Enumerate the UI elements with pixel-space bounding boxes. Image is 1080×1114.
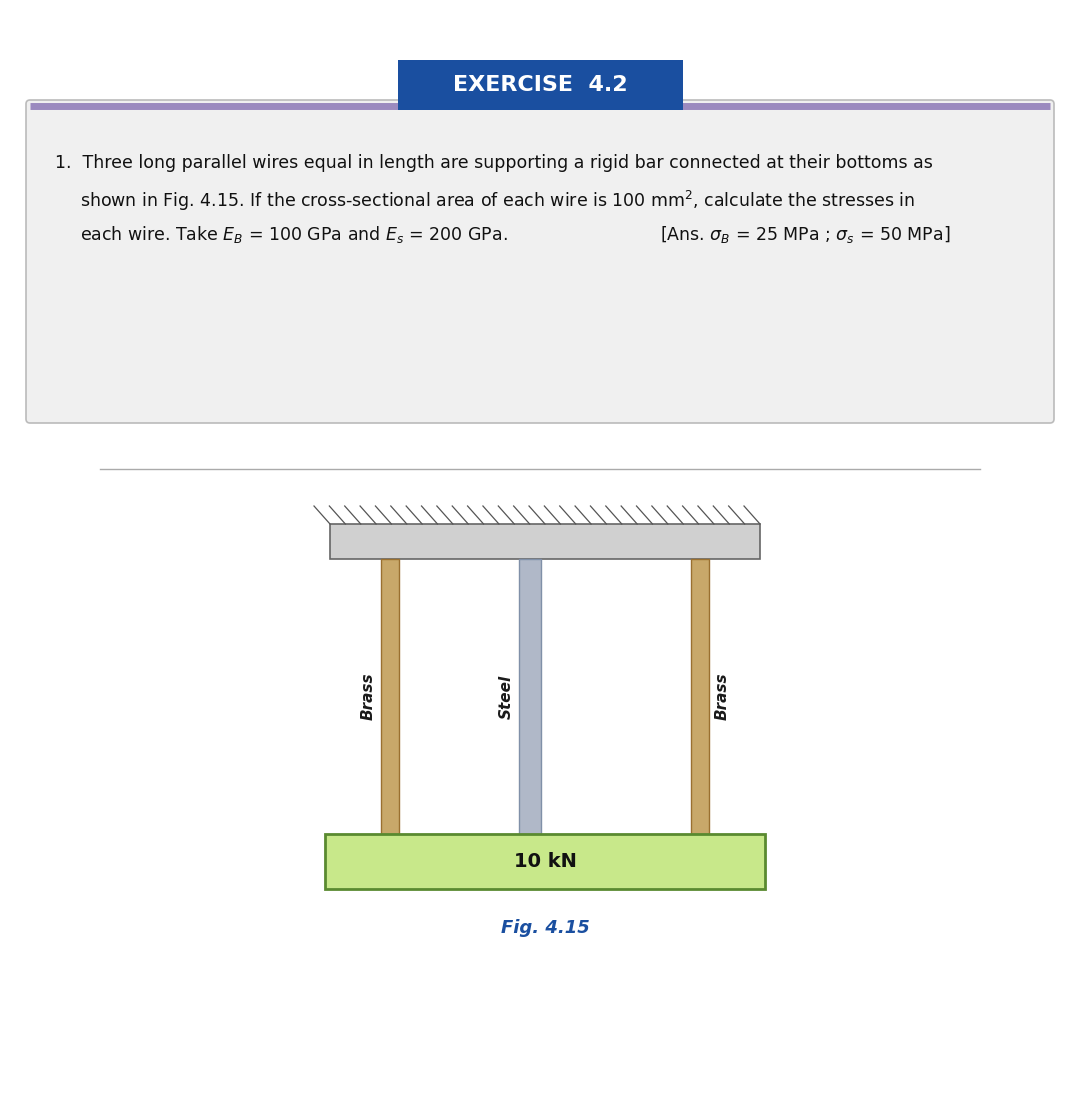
Bar — [330, 524, 760, 559]
FancyBboxPatch shape — [26, 100, 1054, 423]
Text: each wire. Take $E_B$ = 100 GPa and $E_s$ = 200 GPa.: each wire. Take $E_B$ = 100 GPa and $E_s… — [80, 224, 508, 245]
Bar — [325, 834, 765, 889]
Text: 1.  Three long parallel wires equal in length are supporting a rigid bar connect: 1. Three long parallel wires equal in le… — [55, 154, 933, 172]
Text: Steel: Steel — [499, 674, 513, 719]
Text: Fig. 4.15: Fig. 4.15 — [501, 919, 590, 937]
Text: Brass: Brass — [361, 673, 376, 721]
Bar — [519, 559, 541, 834]
Text: shown in Fig. 4.15. If the cross-sectional area of each wire is 100 mm$^2$, calc: shown in Fig. 4.15. If the cross-section… — [80, 189, 915, 213]
Text: EXERCISE  4.2: EXERCISE 4.2 — [453, 75, 627, 95]
Bar — [381, 559, 399, 834]
Text: Brass: Brass — [715, 673, 729, 721]
Bar — [691, 559, 708, 834]
Bar — [397, 60, 683, 110]
Text: 10 kN: 10 kN — [514, 852, 577, 871]
Text: [Ans. $\sigma_B$ = 25 MPa ; $\sigma_s$ = 50 MPa]: [Ans. $\sigma_B$ = 25 MPa ; $\sigma_s$ =… — [660, 224, 950, 245]
